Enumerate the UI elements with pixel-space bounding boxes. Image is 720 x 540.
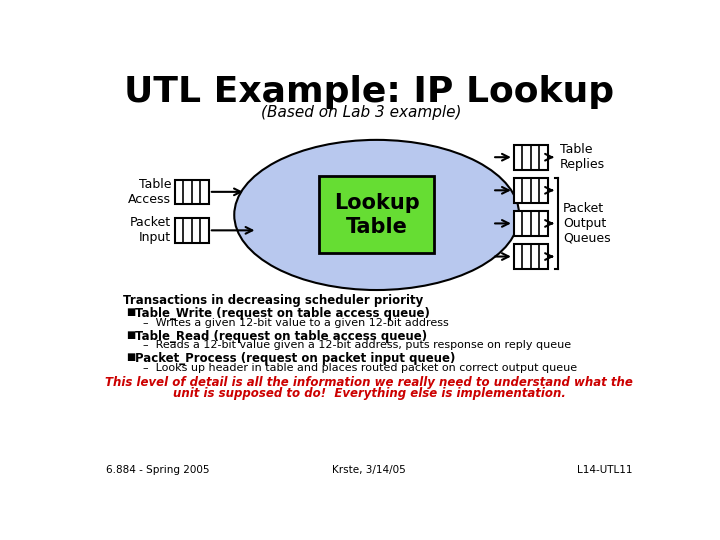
Text: Packet
Output
Queues: Packet Output Queues: [563, 202, 611, 245]
Text: This level of detail is all the information we really need to understand what th: This level of detail is all the informat…: [105, 376, 633, 389]
Ellipse shape: [234, 140, 519, 290]
Text: Packet_Process (request on packet input queue): Packet_Process (request on packet input …: [135, 352, 455, 365]
Text: L14-UTL11: L14-UTL11: [577, 465, 632, 475]
Text: –  Writes a given 12-bit value to a given 12-bit address: – Writes a given 12-bit value to a given…: [143, 318, 449, 328]
Text: Table
Access: Table Access: [128, 178, 171, 206]
Bar: [514, 244, 548, 269]
Text: ■: ■: [126, 330, 135, 340]
Text: –  Reads a 12-bit value given a 12-bit address, puts response on reply queue: – Reads a 12-bit value given a 12-bit ad…: [143, 340, 571, 350]
Text: Table
Replies: Table Replies: [560, 143, 605, 171]
Bar: [514, 145, 548, 170]
Bar: [514, 178, 548, 202]
Text: 6.884 - Spring 2005: 6.884 - Spring 2005: [106, 465, 209, 475]
Text: ■: ■: [126, 352, 135, 362]
Bar: [175, 218, 209, 242]
Text: Transactions in decreasing scheduler priority: Transactions in decreasing scheduler pri…: [122, 294, 423, 307]
Text: unit is supposed to do!  Everything else is implementation.: unit is supposed to do! Everything else …: [173, 387, 565, 400]
Text: UTL Example: IP Lookup: UTL Example: IP Lookup: [124, 75, 614, 109]
Text: Table_Write (request on table access queue): Table_Write (request on table access que…: [135, 307, 430, 320]
Text: ■: ■: [126, 307, 135, 318]
Text: Krste, 3/14/05: Krste, 3/14/05: [332, 465, 406, 475]
Text: –  Looks up header in table and places routed packet on correct output queue: – Looks up header in table and places ro…: [143, 363, 577, 373]
Text: Table_Read (request on table access queue): Table_Read (request on table access queu…: [135, 330, 427, 343]
Text: Packet
Input: Packet Input: [130, 217, 171, 244]
Text: Lookup
Table: Lookup Table: [334, 193, 420, 237]
Bar: [175, 179, 209, 204]
Bar: [514, 211, 548, 236]
Text: (Based on Lab 3 example): (Based on Lab 3 example): [261, 105, 462, 120]
Bar: [319, 177, 434, 253]
